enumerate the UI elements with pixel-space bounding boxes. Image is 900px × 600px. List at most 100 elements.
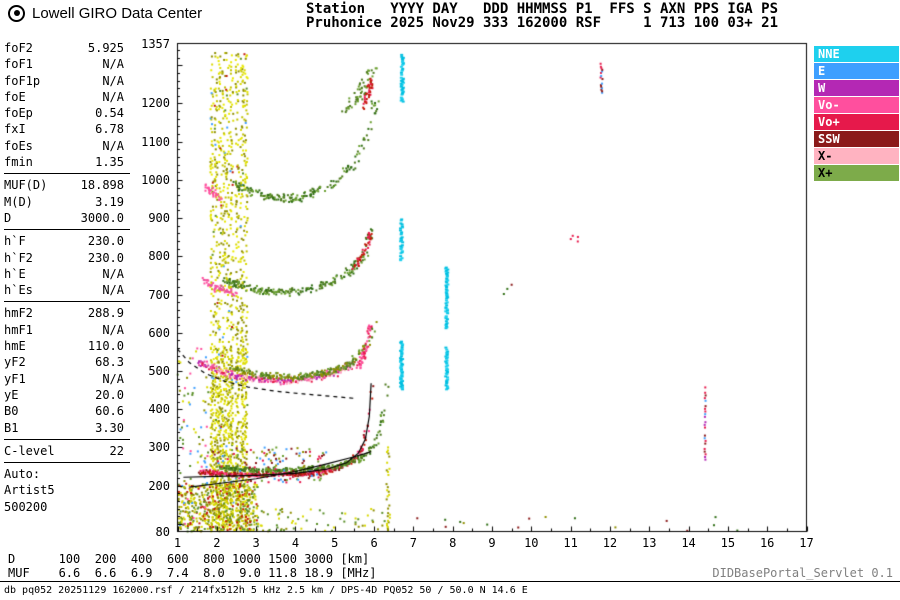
param-label: hmF2 bbox=[4, 306, 33, 321]
param-label: foF2 bbox=[4, 41, 33, 55]
param-value: 6.78 bbox=[95, 122, 124, 137]
ionogram-plot[interactable] bbox=[169, 40, 815, 542]
y-tick-label: 400 bbox=[148, 402, 170, 417]
param-label: hmE bbox=[4, 339, 26, 354]
param-label: yE bbox=[4, 387, 19, 402]
param-label: Auto: bbox=[4, 467, 41, 482]
y-tick-label: 600 bbox=[148, 325, 170, 340]
param-value: 1.35 bbox=[95, 155, 124, 170]
param-label: 500200 bbox=[4, 499, 48, 514]
param-label: foEs bbox=[4, 138, 33, 153]
x-tick-label: 14 bbox=[681, 536, 696, 550]
param-label: h`E bbox=[4, 266, 26, 281]
legend-item-vo: Vo- bbox=[814, 97, 899, 113]
param-label: yF1 bbox=[4, 371, 26, 386]
dmuf-table: D 100 200 400 600 800 1000 1500 3000 [km… bbox=[8, 552, 376, 580]
param-hmf1: hmF1 N/A bbox=[4, 322, 130, 338]
param-artist5: Artist5 bbox=[4, 482, 130, 498]
param-value: 22 bbox=[109, 443, 124, 458]
station-header-line1: Station YYYY DAY DDD HHMMSS P1 FFS S AXN… bbox=[306, 1, 779, 17]
x-tick-label: 8 bbox=[449, 536, 457, 550]
param-label: hmF1 bbox=[4, 322, 33, 337]
servlet-version: DIDBasePortal_Servlet 0.1 bbox=[712, 566, 893, 580]
param-value: 18.898 bbox=[80, 178, 124, 193]
param-value: 68.3 bbox=[95, 355, 124, 370]
legend-item-ssw: SSW bbox=[814, 131, 899, 147]
param-value: N/A bbox=[102, 138, 124, 153]
y-tick-label: 1000 bbox=[141, 172, 170, 187]
param-ye: yE 20.0 bbox=[4, 387, 130, 403]
x-tick-label: 11 bbox=[563, 536, 578, 550]
param-group: hmF2 288.9 hmF1 N/A hmE 110.0 yF2 68.3 yF1 N/A yE 2… bbox=[4, 305, 130, 440]
y-tick-label: 300 bbox=[148, 440, 170, 455]
x-tick-label: 10 bbox=[524, 536, 539, 550]
param-label: C-level bbox=[4, 443, 55, 458]
x-tick-label: 7 bbox=[409, 536, 417, 550]
param-hme: hmE 110.0 bbox=[4, 338, 130, 354]
y-tick-label: 1200 bbox=[141, 96, 170, 111]
station-header-line2: Pruhonice 2025 Nov29 333 162000 RSF 1 71… bbox=[306, 14, 779, 31]
y-tick-label: 200 bbox=[148, 478, 170, 493]
x-tick-label: 4 bbox=[291, 536, 300, 550]
param-group: MUF(D) 18.898 M(D) 3.19 D 3000.0 bbox=[4, 177, 130, 231]
x-tick-label: 3 bbox=[252, 536, 260, 550]
param-group: C-level 22 bbox=[4, 443, 130, 464]
param-label: h`Es bbox=[4, 283, 33, 298]
param-fof2: foF2 5.925 bbox=[4, 40, 130, 56]
giro-logo-icon bbox=[8, 5, 25, 22]
param-value: 60.6 bbox=[95, 404, 124, 419]
param-value: N/A bbox=[102, 266, 124, 281]
param-value: 230.0 bbox=[87, 250, 124, 265]
param-he: h`E N/A bbox=[4, 266, 130, 282]
param-label: fmin bbox=[4, 155, 33, 170]
param-foe: foE N/A bbox=[4, 89, 130, 105]
param-label: h`F bbox=[4, 234, 26, 249]
param-500200: 500200 bbox=[4, 499, 130, 515]
param-hes: h`Es N/A bbox=[4, 282, 130, 298]
x-tick-label: 12 bbox=[602, 536, 618, 550]
param-label: foF1p bbox=[4, 73, 41, 88]
y-tick-label: 80 bbox=[155, 524, 170, 539]
param-mufd: MUF(D) 18.898 bbox=[4, 177, 130, 193]
param-label: Artist5 bbox=[4, 483, 55, 498]
param-foep: foEp 0.54 bbox=[4, 105, 130, 121]
param-hf2: h`F2 230.0 bbox=[4, 250, 130, 266]
status-bar: db pq052 20251129 162000.rsf / 214fx512h… bbox=[0, 581, 900, 596]
param-label: MUF(D) bbox=[4, 178, 48, 193]
param-value: 110.0 bbox=[87, 339, 124, 354]
param-label: D bbox=[4, 210, 12, 225]
param-value: 3.19 bbox=[95, 194, 124, 209]
distance-row: D 100 200 400 600 800 1000 1500 3000 [km… bbox=[8, 552, 370, 566]
param-label: yF2 bbox=[4, 355, 26, 370]
legend-item-nne: NNE bbox=[814, 46, 899, 62]
param-value: 0.54 bbox=[95, 106, 124, 121]
param-value: 3.30 bbox=[95, 420, 124, 435]
param-value: 3000.0 bbox=[80, 210, 124, 225]
x-tick-label: 15 bbox=[720, 536, 736, 550]
x-tick-label: 1 bbox=[173, 536, 182, 550]
param-group: foF2 5.925 foF1 N/A foF1p N/A foE N/A foEp 0.54 fx… bbox=[4, 40, 130, 175]
brand: Lowell GIRO Data Center bbox=[8, 5, 202, 22]
legend-item-e: E bbox=[814, 63, 899, 79]
x-tick-label: 5 bbox=[331, 536, 339, 550]
y-tick-label: 500 bbox=[148, 363, 170, 378]
param-value: N/A bbox=[102, 371, 124, 386]
param-value: 20.0 bbox=[95, 387, 124, 402]
param-label: foEp bbox=[4, 106, 33, 121]
param-group: h`F 230.0 h`F2 230.0 h`E N/A h`Es N/A bbox=[4, 233, 130, 303]
x-tick-label: 16 bbox=[759, 536, 775, 550]
param-label: foF1 bbox=[4, 57, 33, 72]
param-value: 230.0 bbox=[87, 234, 124, 249]
param-foes: foEs N/A bbox=[4, 138, 130, 154]
param-label: fxI bbox=[4, 122, 26, 137]
param-fxi: fxI 6.78 bbox=[4, 121, 130, 137]
legend-item-vo: Vo+ bbox=[814, 114, 899, 130]
legend-item-w: W bbox=[814, 80, 899, 96]
param-value: 288.9 bbox=[87, 306, 124, 321]
legend-item-x: X+ bbox=[814, 165, 899, 181]
param-yf2: yF2 68.3 bbox=[4, 354, 130, 370]
param-label: M(D) bbox=[4, 194, 33, 209]
param-value: N/A bbox=[102, 89, 124, 104]
param-yf1: yF1 N/A bbox=[4, 371, 130, 387]
param-fmin: fmin 1.35 bbox=[4, 154, 130, 170]
